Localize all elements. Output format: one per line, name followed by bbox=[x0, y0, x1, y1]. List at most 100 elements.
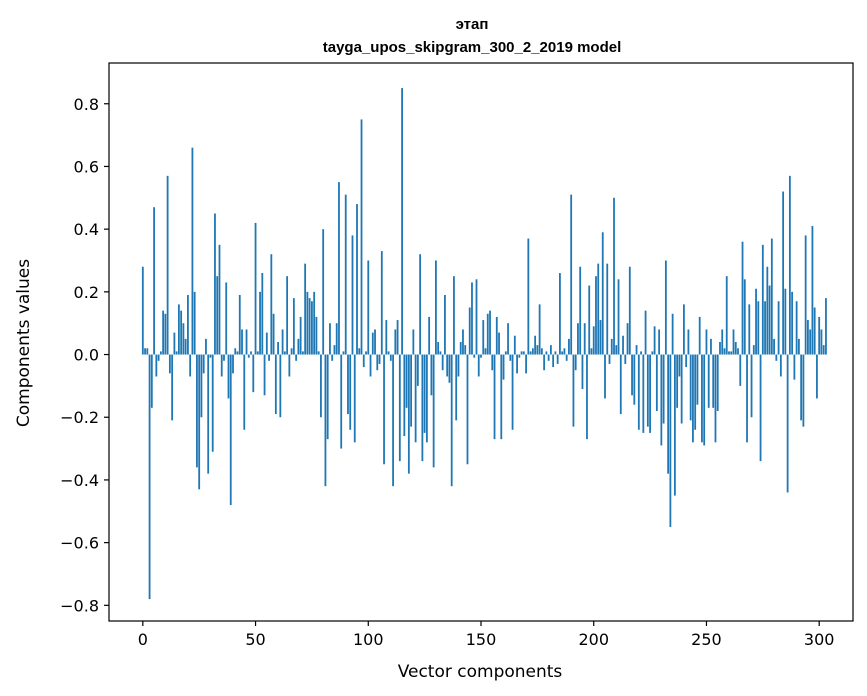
bar bbox=[725, 276, 728, 355]
bar bbox=[450, 354, 453, 487]
bar bbox=[784, 288, 787, 355]
bar bbox=[324, 354, 327, 487]
bar bbox=[182, 323, 185, 355]
bar bbox=[734, 342, 737, 355]
bar bbox=[205, 338, 207, 355]
bar bbox=[586, 354, 588, 440]
bar bbox=[818, 316, 821, 355]
bar bbox=[664, 260, 667, 355]
bar bbox=[419, 254, 422, 355]
bar bbox=[703, 354, 706, 446]
bar bbox=[547, 354, 550, 361]
bar bbox=[232, 354, 234, 374]
bar bbox=[412, 329, 415, 355]
bar bbox=[261, 273, 264, 355]
bar bbox=[811, 226, 814, 355]
bar bbox=[338, 182, 340, 355]
bar bbox=[392, 354, 394, 487]
bar bbox=[822, 345, 825, 355]
bar bbox=[306, 291, 309, 355]
bar bbox=[610, 338, 613, 355]
bar bbox=[633, 354, 636, 405]
x-tick-label: 250 bbox=[691, 630, 722, 649]
bar bbox=[495, 316, 498, 355]
bar bbox=[254, 222, 257, 355]
bar bbox=[376, 354, 379, 371]
bar bbox=[405, 354, 408, 408]
y-axis-label: Components values bbox=[14, 259, 34, 427]
bar bbox=[800, 354, 803, 421]
bar bbox=[268, 354, 270, 361]
bar bbox=[522, 351, 525, 355]
bar bbox=[277, 342, 279, 355]
bar bbox=[279, 354, 282, 418]
bar bbox=[477, 354, 480, 377]
bar bbox=[175, 351, 178, 355]
bar bbox=[770, 238, 773, 355]
bar bbox=[223, 354, 225, 361]
bar bbox=[577, 323, 579, 355]
bar bbox=[804, 235, 807, 355]
bar bbox=[597, 263, 600, 355]
bar bbox=[272, 313, 275, 355]
bar bbox=[299, 316, 302, 355]
bar bbox=[360, 119, 363, 355]
bar bbox=[482, 320, 485, 355]
bar bbox=[290, 348, 293, 355]
bar bbox=[144, 348, 146, 355]
bar bbox=[313, 291, 316, 355]
bar bbox=[802, 354, 805, 427]
bar bbox=[464, 345, 467, 355]
bar bbox=[209, 354, 212, 358]
bar bbox=[453, 276, 455, 355]
bar bbox=[504, 351, 507, 355]
bar bbox=[245, 329, 248, 355]
bar bbox=[755, 288, 757, 355]
bar bbox=[322, 229, 325, 355]
bar bbox=[301, 351, 304, 355]
bar bbox=[236, 351, 239, 355]
bar bbox=[191, 147, 194, 355]
bar bbox=[637, 354, 640, 430]
bar bbox=[714, 354, 717, 443]
bar bbox=[365, 351, 367, 355]
bar bbox=[773, 338, 775, 355]
bar bbox=[741, 241, 744, 355]
x-tick-label: 200 bbox=[578, 630, 609, 649]
bar bbox=[371, 332, 374, 355]
bar bbox=[247, 354, 250, 358]
bar bbox=[680, 354, 683, 424]
bar bbox=[292, 298, 295, 355]
bar bbox=[583, 323, 586, 355]
bar bbox=[410, 354, 413, 427]
bar bbox=[644, 310, 647, 355]
bar bbox=[349, 354, 352, 430]
bar bbox=[216, 276, 219, 355]
bar bbox=[329, 323, 331, 355]
bar bbox=[820, 329, 823, 355]
bar bbox=[214, 213, 216, 355]
y-tick-label: 0.6 bbox=[74, 157, 99, 176]
bar bbox=[649, 354, 651, 433]
bar bbox=[705, 329, 708, 355]
bar bbox=[617, 279, 620, 355]
bar bbox=[588, 285, 591, 355]
bar bbox=[157, 354, 160, 361]
bar bbox=[545, 351, 548, 355]
bar bbox=[252, 354, 255, 393]
bar bbox=[162, 310, 165, 355]
bar bbox=[500, 354, 503, 440]
bar bbox=[342, 351, 345, 355]
bar bbox=[353, 354, 356, 443]
bar bbox=[234, 348, 237, 355]
bar bbox=[737, 348, 739, 355]
bar bbox=[317, 351, 320, 355]
bar bbox=[398, 354, 401, 462]
bar bbox=[430, 354, 433, 396]
bar bbox=[383, 354, 385, 465]
bar bbox=[797, 338, 800, 355]
bar-series bbox=[141, 88, 827, 600]
bar bbox=[331, 354, 334, 361]
y-tick-label: −0.6 bbox=[60, 534, 99, 553]
